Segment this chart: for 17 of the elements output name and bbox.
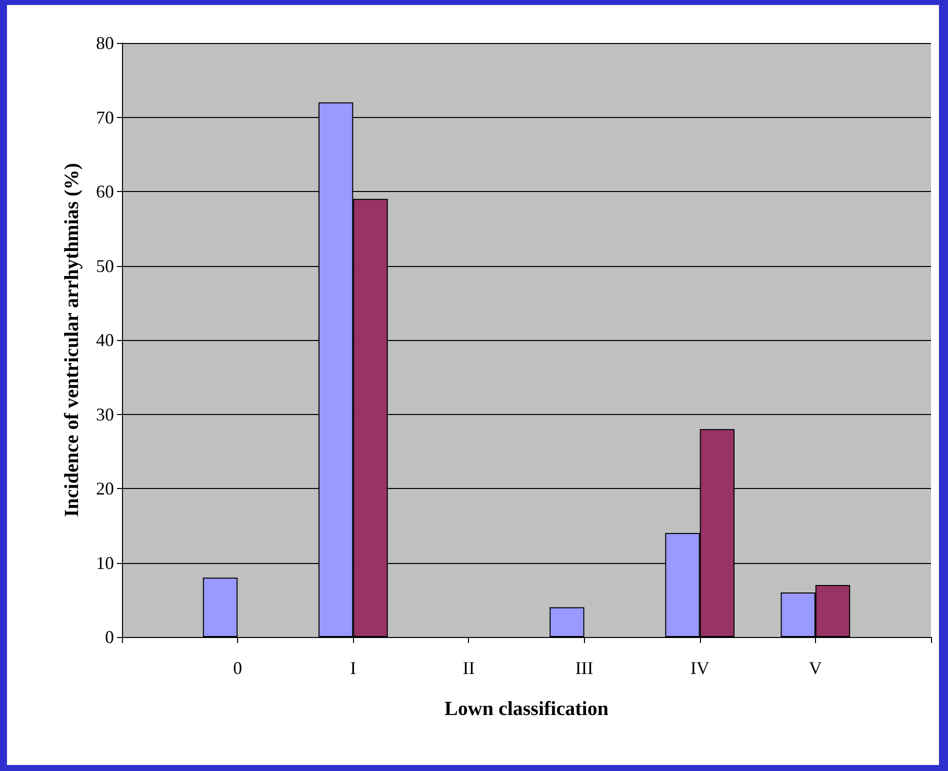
y-tick-label: 10	[96, 552, 114, 573]
y-axis-title: Incidence of ventricular arrhythmias (%)	[61, 162, 83, 518]
y-tick-label: 50	[96, 256, 114, 276]
y-tick-label: 70	[96, 107, 114, 128]
y-tick-label: 30	[96, 404, 114, 424]
y-tick-label: 20	[96, 478, 114, 498]
y-tick-label: 0	[105, 627, 114, 647]
y-tick-label: 80	[96, 33, 114, 53]
x-tick-label: II	[462, 658, 475, 678]
x-tick-label: V	[808, 658, 822, 678]
x-tick-label: IV	[690, 658, 710, 678]
x-tick-label: I	[350, 658, 356, 678]
x-tick-label: 0	[233, 658, 242, 678]
x-axis-title: Lown classification	[444, 698, 608, 720]
y-tick-label: 60	[96, 182, 114, 202]
x-tick-label: III	[575, 658, 594, 678]
y-tick-label: 40	[96, 330, 114, 350]
